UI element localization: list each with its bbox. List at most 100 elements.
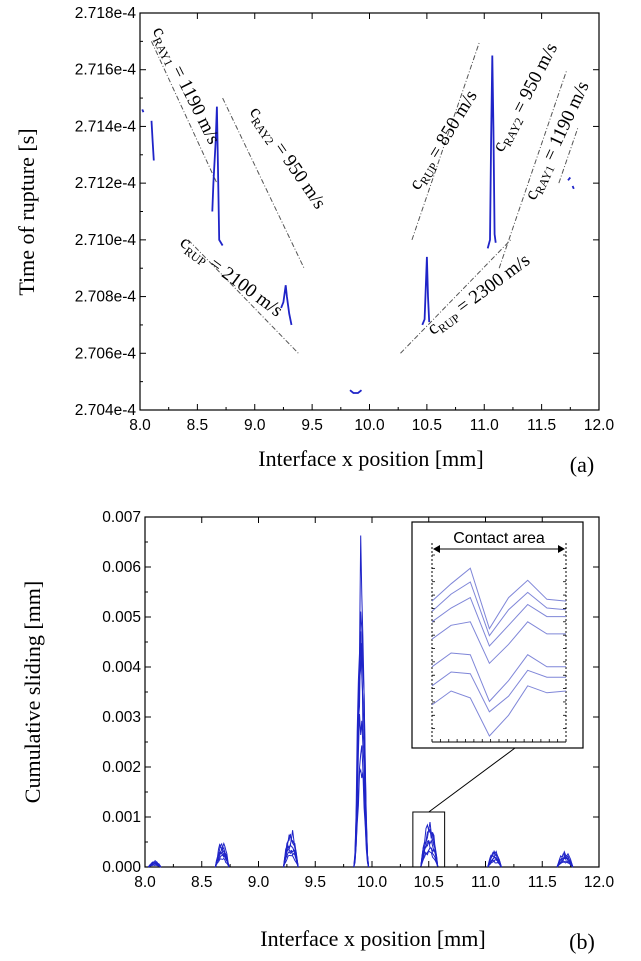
sliding-curve	[420, 828, 439, 868]
inset-zoom: Contact area	[411, 521, 584, 868]
x-tick-label-b: 10.0	[357, 874, 388, 891]
rupture-segment	[571, 185, 575, 190]
inset-curve	[431, 669, 566, 713]
sliding-curve	[283, 854, 299, 868]
x-axis-b: 8.0 8.5 9.0 9.5 10.0 10.5 11.0 11.5 12.0	[134, 517, 614, 891]
y-axis-a: 2.704e-4 2.706e-4 2.708e-4 2.710e-4 2.712e-4…	[75, 5, 599, 419]
y-tick-label-b: 0.001	[102, 809, 141, 826]
guide-line	[411, 41, 481, 241]
sliding-curve	[214, 854, 230, 868]
speed-annotation: cRAY2 = 950 m/s	[243, 103, 330, 215]
panel-label-b: (b)	[569, 929, 595, 954]
panel-a: 2.704e-4 2.706e-4 2.708e-4 2.710e-4 2.712e-4…	[14, 5, 614, 477]
rupture-segment	[141, 109, 145, 113]
inset-curve	[431, 685, 567, 737]
y-tick-label-a: 2.712e-4	[75, 175, 137, 192]
y-tick-label-b: 0.005	[102, 609, 141, 626]
guide-line	[400, 239, 512, 354]
y-tick-label-a: 2.710e-4	[75, 232, 137, 249]
x-axis-title-a: Interface x position [mm]	[258, 446, 483, 471]
rupture-segment	[150, 120, 155, 161]
y-tick-label-b: 0.003	[102, 709, 141, 726]
series-a	[141, 55, 575, 394]
y-tick-label-b: 0.007	[102, 509, 141, 526]
rupture-segment	[349, 389, 363, 394]
x-tick-label-b: 12.0	[584, 874, 615, 891]
sliding-curve	[283, 850, 299, 868]
inset-curve	[431, 621, 566, 665]
x-tick-label-a: 9.0	[244, 417, 266, 434]
y-tick-label-a: 2.718e-4	[75, 5, 137, 22]
guide-lines-a	[151, 41, 579, 354]
series-b	[147, 535, 574, 868]
rupture-segment	[421, 256, 431, 326]
x-tick-label-a: 10.0	[354, 417, 385, 434]
y-tick-label-b: 0.004	[102, 659, 141, 676]
y-axis-b: 0.000 0.001 0.002 0.003 0.004 0.005 0.006 0.007	[102, 509, 599, 876]
y-tick-label-a: 2.706e-4	[75, 345, 137, 362]
panel-b: 0.000 0.001 0.002 0.003 0.004 0.005 0.006 0.007…	[20, 509, 614, 954]
y-tick-label-a: 2.704e-4	[75, 402, 137, 419]
inset-box	[411, 521, 584, 749]
x-axis-title-b: Interface x position [mm]	[260, 926, 485, 951]
sliding-curve	[148, 864, 162, 868]
sliding-curve	[556, 850, 574, 868]
rupture-segment	[486, 55, 497, 249]
guide-line	[187, 239, 299, 354]
annotation-value: = 950 m/s	[267, 135, 330, 214]
contact-arrowhead-right	[558, 545, 565, 553]
panel-label-a: (a)	[570, 452, 594, 477]
sliding-curve	[487, 860, 502, 868]
x-tick-label-b: 8.5	[191, 874, 213, 891]
contact-arrowhead-left	[433, 545, 440, 553]
inset-curve	[431, 596, 566, 647]
sliding-curve	[420, 847, 439, 868]
sliding-curve	[556, 859, 574, 868]
guide-line	[151, 41, 218, 184]
inset-title: Contact area	[453, 530, 545, 547]
guide-line	[498, 69, 568, 269]
annotation-value: = 1190 m/s	[537, 78, 594, 168]
sliding-curve	[214, 857, 230, 868]
zoom-source-box	[412, 811, 446, 868]
y-tick-label-b: 0.000	[102, 859, 141, 876]
inset-curve	[431, 581, 567, 637]
x-tick-label-b: 11.0	[471, 874, 500, 891]
x-tick-label-a: 10.5	[412, 417, 442, 434]
y-tick-label-b: 0.006	[102, 559, 141, 576]
y-axis-title-a: Time of rupture [s]	[14, 128, 39, 295]
x-tick-label-b: 10.5	[414, 874, 444, 891]
x-tick-label-b: 8.0	[134, 874, 156, 891]
x-tick-label-a: 8.0	[129, 417, 151, 434]
annotation-value: = 850 m/s	[422, 87, 482, 167]
speed-annotation: cRUP = 2100 m/s	[175, 232, 287, 323]
annotation-value: = 2100 m/s	[201, 251, 286, 322]
x-tick-label-b: 9.5	[304, 874, 326, 891]
x-tick-label-a: 12.0	[584, 417, 615, 434]
inset-curve	[431, 652, 566, 703]
y-axis-title-b: Cumulative sliding [mm]	[20, 581, 45, 803]
rupture-segment	[280, 285, 293, 326]
x-tick-label-a: 8.5	[187, 417, 209, 434]
x-axis-a: 8.0 8.5 9.0 9.5 10.0 10.5 11.0 11.5 12.0	[129, 13, 614, 434]
annotation-value: = 2300 m/s	[449, 250, 534, 321]
rupture-segment	[567, 176, 571, 181]
inset-curve	[431, 567, 567, 630]
speed-annotation: cRUP = 2300 m/s	[423, 250, 535, 341]
sliding-curve	[556, 861, 574, 868]
speed-annotation: cRAY1 = 1190 m/s	[146, 23, 224, 148]
y-tick-label-a: 2.716e-4	[75, 62, 137, 79]
guide-line	[222, 97, 305, 269]
sliding-curve	[420, 850, 439, 868]
x-tick-label-a: 11.0	[470, 417, 499, 434]
y-tick-label-b: 0.002	[102, 759, 141, 776]
x-tick-label-a: 11.5	[527, 417, 556, 434]
rupture-segment	[211, 106, 224, 246]
annotation-value: = 950 m/s	[506, 40, 562, 121]
y-tick-label-a: 2.714e-4	[75, 118, 137, 135]
sliding-curve	[353, 768, 370, 868]
x-tick-label-a: 9.5	[301, 417, 323, 434]
x-tick-label-b: 9.0	[248, 874, 270, 891]
x-tick-label-b: 11.5	[528, 874, 557, 891]
